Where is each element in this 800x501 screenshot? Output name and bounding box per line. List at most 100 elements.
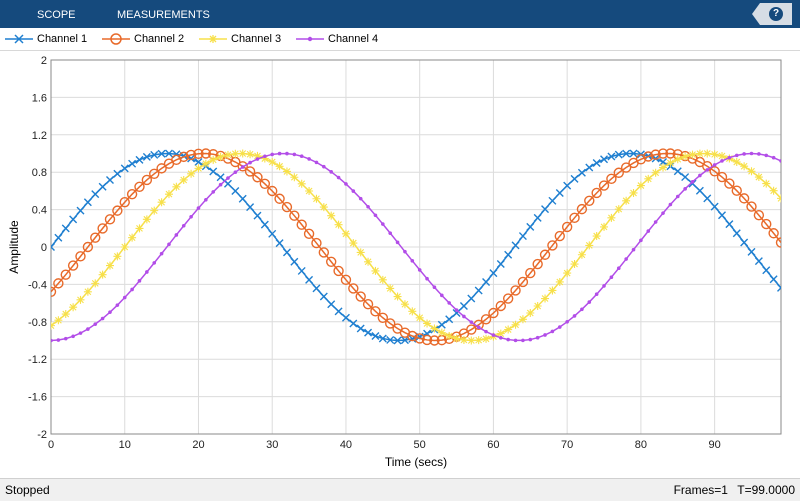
data-point (631, 247, 636, 252)
data-point (233, 170, 238, 174)
legend-item-channel-2[interactable]: Channel 2 (102, 28, 184, 50)
data-point (54, 316, 63, 325)
data-point (609, 275, 614, 280)
data-point (533, 301, 542, 310)
data-point (517, 276, 529, 288)
status-frames: Frames=1 (673, 483, 728, 497)
data-point (724, 178, 735, 189)
data-point (720, 159, 724, 163)
data-point (769, 186, 778, 195)
data-point (764, 153, 769, 158)
data-point (130, 287, 134, 292)
data-point (447, 301, 451, 305)
data-point (504, 250, 513, 259)
data-point (157, 149, 166, 158)
data-point (318, 247, 330, 258)
legend-item-channel-4[interactable]: Channel 4 (296, 28, 378, 50)
data-point (598, 180, 610, 191)
status-state: Stopped (5, 483, 50, 497)
data-point (156, 163, 167, 174)
data-point (592, 158, 601, 167)
tab-measurements[interactable]: MEASUREMENTS (117, 9, 210, 21)
data-point (340, 274, 352, 286)
y-tick-label: 1.2 (32, 130, 47, 142)
x-tick-label: 40 (340, 439, 352, 451)
data-point (305, 275, 314, 284)
data-point (550, 329, 555, 334)
data-point (128, 159, 137, 168)
data-point (299, 154, 304, 159)
data-point (120, 164, 129, 173)
data-point (150, 206, 159, 215)
data-point (149, 168, 160, 179)
data-point (178, 151, 189, 163)
data-point (218, 182, 223, 187)
data-point (445, 332, 454, 341)
data-point (535, 335, 540, 340)
data-point (561, 221, 573, 233)
tab-scope[interactable]: SCOPE (37, 9, 76, 21)
data-point (440, 293, 444, 298)
data-point (482, 334, 491, 343)
data-point (86, 327, 90, 331)
data-point (563, 181, 572, 190)
data-point (539, 249, 551, 260)
legend-item-channel-1[interactable]: Channel 1 (5, 28, 87, 50)
x-axis-label: Time (secs) (385, 455, 447, 469)
data-point (370, 306, 381, 317)
data-point (69, 215, 78, 224)
data-point (607, 152, 616, 161)
data-point (193, 148, 204, 159)
data-point (76, 206, 85, 215)
legend-label: Channel 3 (231, 33, 282, 45)
data-point (150, 150, 159, 159)
data-point (152, 261, 157, 265)
data-point (181, 223, 186, 228)
data-point (657, 148, 669, 159)
data-point (395, 240, 400, 245)
data-point (403, 249, 407, 254)
data-point (554, 230, 565, 242)
data-point (414, 333, 425, 344)
data-point (548, 286, 557, 295)
data-point (518, 315, 527, 324)
data-point (341, 313, 350, 322)
data-point (502, 293, 514, 304)
data-point (570, 260, 579, 269)
data-point (364, 257, 373, 266)
data-point (54, 233, 63, 242)
legend-label: Channel 2 (134, 33, 185, 45)
data-point (541, 294, 550, 303)
legend-item-channel-3[interactable]: Channel 3 (199, 28, 281, 50)
data-point (491, 333, 496, 337)
data-point (738, 193, 750, 204)
data-point (613, 167, 624, 178)
data-point (277, 151, 282, 156)
time-scope-plot[interactable]: 0 10 20 30 40 50 60 70 80 90 2 1.6 1.2 0.8 0.4 0 -0.4 -0.… (0, 50, 800, 475)
series-line (51, 152, 781, 342)
help-icon[interactable]: ? (769, 7, 783, 21)
data-point (683, 187, 687, 191)
x-tick-label: 50 (414, 439, 426, 451)
data-point (319, 203, 328, 212)
data-point (115, 303, 120, 307)
data-point (675, 194, 680, 199)
data-point (334, 220, 343, 229)
y-tick-label: 1.6 (32, 92, 47, 104)
data-point (194, 164, 203, 173)
data-point (548, 196, 557, 205)
data-point (314, 160, 319, 165)
data-point (194, 158, 203, 167)
data-point (164, 190, 173, 199)
data-point (591, 187, 602, 199)
data-point (204, 197, 208, 202)
data-point (577, 250, 586, 259)
data-point (51, 243, 55, 251)
data-point (185, 149, 197, 161)
data-point (159, 251, 164, 256)
data-point (253, 211, 262, 220)
data-point (496, 260, 505, 269)
y-tick-label: 0 (41, 242, 47, 254)
data-point (467, 294, 476, 303)
data-point (580, 307, 584, 312)
